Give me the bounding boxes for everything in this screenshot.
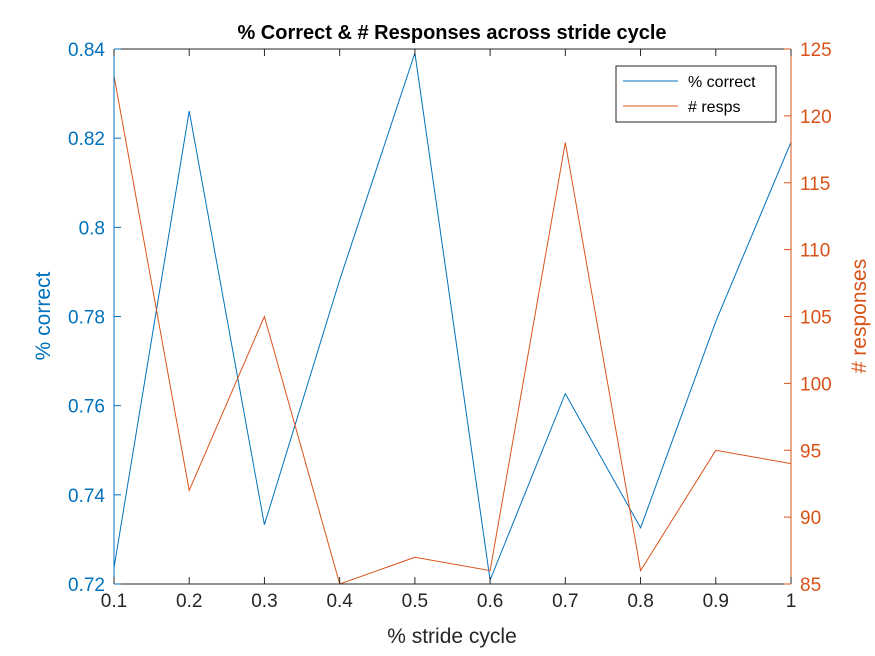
series-line-num-responses: [113, 75, 792, 585]
x-tick-label: 0.9: [703, 591, 729, 612]
x-tick-label: 0.1: [101, 591, 127, 612]
x-tick-label: 0.3: [251, 591, 277, 612]
left-y-tick-label: 0.72: [68, 575, 105, 596]
right-y-tick-label: 115: [800, 174, 830, 195]
left-y-tick-label: 0.84: [68, 40, 105, 61]
right-y-tick-label: 105: [800, 308, 832, 329]
x-tick-label: 0.8: [627, 591, 653, 612]
right-y-tick-label: 100: [800, 374, 832, 395]
legend: % correct # resps: [615, 65, 777, 123]
legend-box: [615, 65, 777, 123]
x-tick-label: 1: [786, 591, 797, 612]
left-y-tick-label: 0.82: [68, 129, 105, 150]
left-y-tick-label: 0.76: [68, 397, 105, 418]
left-y-tick-label: 0.8: [79, 218, 105, 239]
left-y-axis-ticks: 0.72 0.74 0.76 0.78 0.8 0.82 0.84: [68, 40, 121, 596]
right-y-tick-label: 85: [800, 575, 821, 596]
right-y-tick-label: 120: [800, 107, 832, 128]
right-y-axis-ticks: 85 90 95 100 105 110 115 120 125: [784, 40, 832, 596]
chart-title: % Correct & # Responses across stride cy…: [237, 22, 666, 44]
right-y-tick-label: 90: [800, 508, 821, 529]
series-line-percent-correct: [113, 52, 792, 582]
right-y-axis-label: # responses: [848, 259, 871, 373]
right-y-tick-label: 125: [800, 40, 832, 61]
x-axis-ticks: 0.1 0.2 0.3 0.4 0.5 0.6 0.7 0.8 0.9 1: [101, 49, 797, 612]
x-axis-label: % stride cycle: [387, 625, 517, 648]
x-tick-label: 0.4: [326, 591, 353, 612]
right-y-tick-label: 95: [800, 441, 821, 462]
right-y-tick-label: 110: [800, 241, 830, 262]
plot-lines: [113, 52, 792, 585]
left-y-tick-label: 0.74: [68, 486, 105, 507]
legend-label: # resps: [688, 99, 740, 116]
x-tick-label: 0.5: [402, 591, 428, 612]
left-y-axis-label: % correct: [32, 271, 55, 360]
left-y-tick-label: 0.78: [68, 308, 105, 329]
x-tick-label: 0.2: [176, 591, 202, 612]
legend-label: % correct: [688, 74, 756, 91]
x-tick-label: 0.6: [477, 591, 503, 612]
x-tick-label: 0.7: [552, 591, 578, 612]
